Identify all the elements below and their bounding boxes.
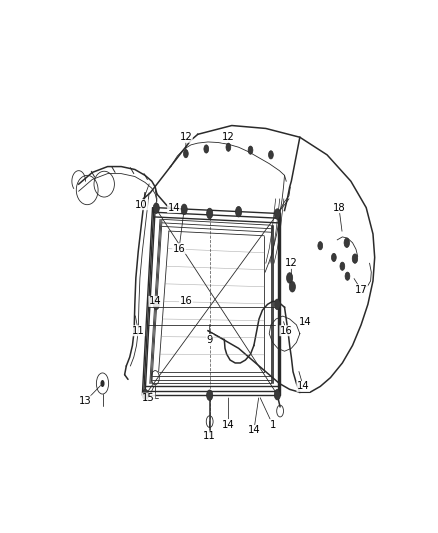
- Text: 14: 14: [148, 296, 161, 306]
- Text: 16: 16: [279, 326, 292, 336]
- Circle shape: [153, 299, 159, 310]
- Text: 11: 11: [131, 326, 144, 336]
- Circle shape: [203, 145, 208, 153]
- Circle shape: [286, 273, 292, 283]
- Circle shape: [343, 238, 349, 247]
- Circle shape: [247, 146, 252, 154]
- Text: 12: 12: [284, 259, 297, 268]
- Text: 14: 14: [247, 425, 260, 435]
- Text: 12: 12: [222, 132, 234, 142]
- Text: 18: 18: [332, 203, 345, 213]
- Text: 14: 14: [222, 419, 234, 430]
- Circle shape: [274, 389, 280, 400]
- Circle shape: [351, 254, 357, 263]
- Circle shape: [100, 380, 104, 387]
- Circle shape: [226, 143, 230, 151]
- Text: 16: 16: [179, 296, 192, 306]
- Circle shape: [206, 390, 212, 400]
- Circle shape: [331, 253, 336, 262]
- Circle shape: [206, 208, 212, 219]
- Text: 15: 15: [142, 393, 155, 403]
- Text: 14: 14: [298, 317, 311, 327]
- Circle shape: [274, 209, 280, 219]
- Circle shape: [235, 206, 241, 217]
- Text: 17: 17: [354, 285, 367, 295]
- Text: 12: 12: [179, 132, 192, 142]
- Text: 14: 14: [167, 203, 180, 213]
- Text: 16: 16: [172, 244, 185, 254]
- Text: 10: 10: [135, 200, 148, 209]
- Circle shape: [339, 262, 344, 270]
- Circle shape: [153, 203, 159, 213]
- Circle shape: [183, 150, 188, 158]
- Text: 11: 11: [203, 431, 215, 441]
- Text: 9: 9: [206, 335, 212, 344]
- Circle shape: [289, 281, 295, 292]
- Text: 13: 13: [79, 396, 92, 406]
- Text: 1: 1: [269, 419, 275, 430]
- Text: 14: 14: [296, 382, 309, 391]
- Circle shape: [142, 389, 148, 400]
- Circle shape: [274, 299, 280, 310]
- Circle shape: [268, 151, 273, 159]
- Circle shape: [344, 272, 349, 280]
- Circle shape: [317, 241, 322, 250]
- Circle shape: [181, 204, 187, 215]
